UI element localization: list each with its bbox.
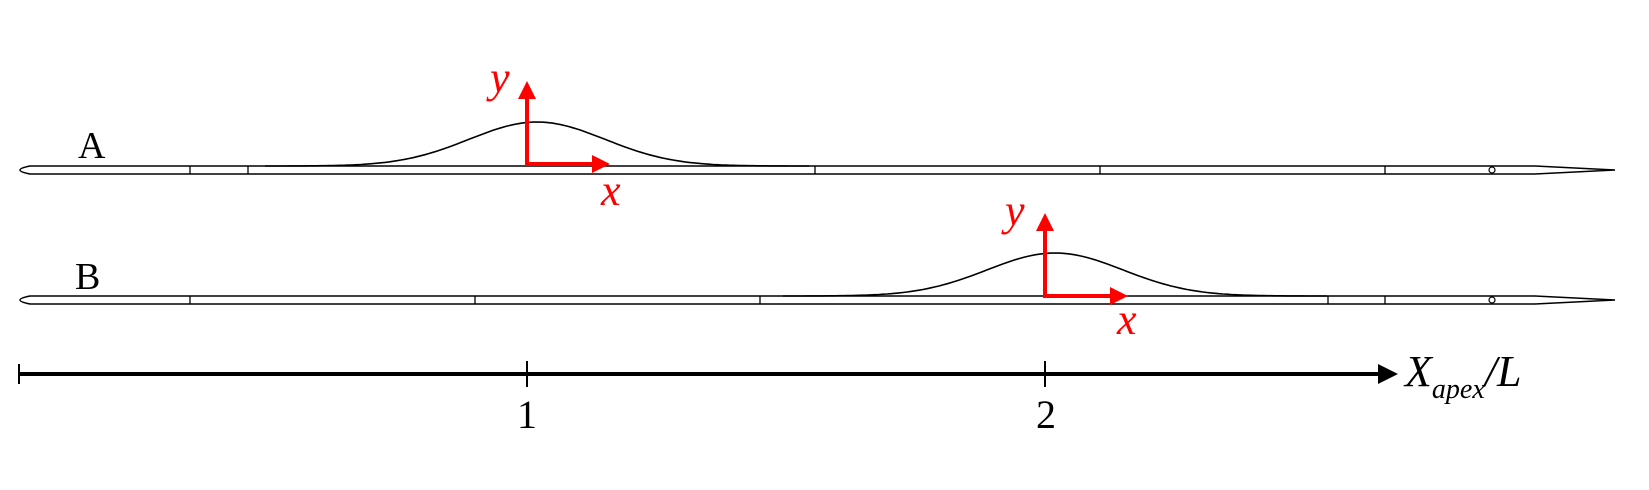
apex-axis-arrowhead bbox=[1378, 364, 1398, 384]
apex-axis-label: Xapex/L bbox=[1403, 347, 1521, 405]
plate-a-coordinate-axes: y x bbox=[486, 53, 621, 215]
plate-b-y-label: y bbox=[1001, 186, 1025, 235]
plate-a-outline bbox=[19, 165, 1616, 175]
plate-a-x-arrowhead bbox=[592, 155, 610, 173]
plate-b-tip-pin bbox=[1488, 296, 1496, 304]
apex-axis-tick-label-2: 2 bbox=[1036, 392, 1056, 437]
plate-b-label: B bbox=[75, 256, 100, 298]
plate-b-coordinate-axes: y x bbox=[1001, 186, 1137, 344]
plate-a-y-arrowhead bbox=[518, 81, 536, 99]
plate-a-segment-marks bbox=[189, 166, 1386, 174]
plate-b-x-arrowhead bbox=[1110, 287, 1128, 305]
plate-a: A y x bbox=[19, 53, 1616, 215]
plate-b-outline bbox=[19, 295, 1616, 305]
apex-axis: 1 2 Xapex/L bbox=[18, 347, 1521, 437]
apex-axis-tick-label-1: 1 bbox=[517, 392, 537, 437]
apex-axis-label-sub: apex bbox=[1432, 374, 1485, 405]
plate-b: B y x bbox=[19, 186, 1616, 344]
plate-a-label: A bbox=[78, 125, 106, 167]
plate-a-x-label: x bbox=[600, 166, 621, 215]
apex-axis-label-main: X bbox=[1403, 347, 1434, 396]
plate-b-bump bbox=[783, 252, 1327, 297]
plate-b-x-label: x bbox=[1116, 295, 1137, 344]
plate-a-tip-pin bbox=[1488, 166, 1496, 174]
plate-a-y-label: y bbox=[486, 53, 510, 102]
plate-b-y-arrowhead bbox=[1036, 213, 1054, 231]
plate-a-bump bbox=[265, 121, 809, 167]
plate-b-segment-marks bbox=[189, 296, 1386, 304]
apex-axis-label-suffix: /L bbox=[1482, 347, 1522, 396]
